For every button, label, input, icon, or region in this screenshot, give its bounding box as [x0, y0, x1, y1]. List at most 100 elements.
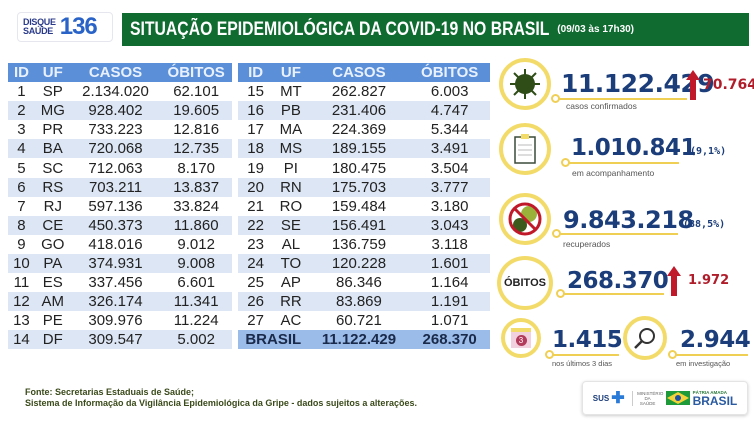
table-cell: 12.735: [160, 139, 232, 159]
source-note: Fonte: Secretarias Estaduais de Saúde; S…: [25, 387, 417, 409]
table-cell: RR: [273, 292, 309, 312]
table-cell: MG: [34, 101, 71, 121]
table-cell: PR: [42, 121, 64, 139]
page-title: SITUAÇÃO EPIDEMIOLÓGICA DA COVID-19 NO B…: [130, 18, 550, 40]
magnifier-icon: [623, 316, 667, 360]
table-cell: 18: [238, 139, 274, 159]
table-cell: 928.402: [70, 101, 161, 121]
table-cell: AM: [34, 292, 71, 312]
table-cell: 175.703: [308, 177, 410, 197]
table-cell: 224.369: [331, 121, 387, 139]
investigation-label: em investigação: [676, 359, 731, 368]
monitoring-label: em acompanhamento: [572, 168, 655, 178]
underline: [560, 233, 678, 235]
total-label: BRASIL: [238, 330, 309, 350]
up-arrow-icon: [686, 70, 700, 100]
deaths-value: 268.370: [567, 268, 669, 294]
table-cell: AC: [280, 312, 302, 330]
table-cell: 4.747: [409, 101, 490, 121]
table-cell: AL: [281, 235, 301, 253]
total-deaths: 268.370: [409, 330, 490, 350]
table-row: 11 ES 337.456 6.601: [8, 273, 232, 292]
states-table-left: ID UF CASOS ÓBITOS 1 SP 2.134.020 62.101 2 MG 928.…: [8, 63, 232, 350]
table-cell: RN: [273, 177, 309, 197]
patria-text: PÁTRIA AMADA: [692, 389, 727, 395]
table-cell: 597.136: [88, 197, 143, 215]
table-row: 4 BA 720.068 12.735: [8, 139, 232, 159]
table-cell: RO: [279, 197, 303, 215]
table-row: 24 TO 120.228 1.601: [238, 253, 490, 274]
column-header: UF: [34, 63, 71, 83]
cross-icon: ✚: [611, 390, 625, 407]
table-cell: 703.211: [70, 177, 161, 197]
table-cell: MS: [273, 139, 309, 159]
table-row: 20 RN 175.703 3.777: [238, 177, 490, 197]
table-row: 10 PA 374.931 9.008: [8, 253, 232, 274]
table-cell: 19.605: [160, 101, 232, 121]
column-header: CASOS: [308, 63, 410, 83]
clipboard-icon: [499, 123, 551, 175]
table-row: 8 CE 450.373 11.860: [8, 215, 232, 235]
column-header: ID: [238, 63, 274, 83]
table-cell: 21: [247, 197, 264, 215]
table-row: 18 MS 189.155 3.491: [238, 139, 490, 159]
table-row: 13 PE 309.976 11.224: [8, 311, 232, 330]
table-row: 21 RO 159.484 3.180: [238, 197, 490, 216]
source-line1: Fonte: Secretarias Estaduais de Saúde;: [25, 387, 195, 397]
table-cell: 2: [8, 101, 35, 121]
table-cell: PA: [34, 253, 71, 274]
investigation-value: 2.944: [680, 327, 751, 353]
table-header: ID UF CASOS ÓBITOS: [8, 63, 232, 83]
table-row: 17 MA 224.369 5.344: [238, 120, 490, 139]
brasil-text: BRASIL: [692, 393, 738, 408]
table-cell: GO: [41, 235, 65, 253]
total-row: BRASIL 11.122.429 268.370: [238, 330, 490, 350]
table-row: 16 PB 231.406 4.747: [238, 101, 490, 121]
table-cell: 720.068: [70, 139, 161, 159]
table-cell: 337.456: [88, 274, 143, 292]
table-cell: 9: [17, 235, 26, 253]
ministerio-logo: MINISTÉRIO DA SAÚDE: [632, 390, 663, 406]
last-days-label: nos últimos 3 dias: [552, 359, 613, 368]
table-cell: 11: [13, 274, 30, 292]
table-row: 19 PI 180.475 3.504: [238, 158, 490, 177]
last-days-value: 1.415: [552, 327, 623, 353]
table-cell: 19: [247, 159, 264, 177]
table-cell: 1.601: [409, 253, 490, 274]
table-cell: SP: [42, 83, 63, 101]
table-cell: 309.547: [70, 330, 161, 350]
table-cell: 3.491: [409, 139, 490, 159]
table-cell: 26: [238, 292, 274, 312]
table-cell: PB: [273, 101, 309, 121]
table-cell: DF: [34, 330, 71, 350]
no-virus-icon: [499, 193, 551, 245]
underline: [559, 98, 687, 100]
table-cell: PE: [42, 312, 63, 330]
table-row: 12 AM 326.174 11.341: [8, 292, 232, 312]
table-cell: 6.003: [430, 83, 469, 101]
table-cell: 6.601: [177, 274, 215, 292]
table-cell: 309.976: [88, 312, 143, 330]
table-cell: 8: [8, 215, 35, 235]
table-cell: 3.777: [409, 177, 490, 197]
underline: [569, 162, 679, 164]
table-cell: 11.224: [173, 312, 219, 330]
table-cell: CE: [34, 215, 71, 235]
table-cell: 1.164: [430, 274, 469, 292]
table-cell: 450.373: [70, 215, 161, 235]
table-cell: 62.101: [173, 83, 220, 101]
table-row: 7 RJ 597.136 33.824: [8, 197, 232, 216]
table-row: 14 DF 309.547 5.002: [8, 330, 232, 350]
table-cell: 3: [17, 121, 26, 139]
table-cell: 9.012: [177, 235, 215, 253]
table-row: 1 SP 2.134.020 62.101: [8, 82, 232, 101]
table-cell: 136.759: [331, 235, 387, 253]
table-cell: RJ: [43, 197, 62, 215]
table-cell: 231.406: [308, 101, 410, 121]
table-cell: 14: [8, 330, 35, 350]
table-cell: RS: [34, 177, 71, 197]
monitoring-pct: (9,1%): [690, 146, 727, 157]
deaths-delta: 1.972: [688, 273, 730, 288]
table-cell: 5.344: [430, 121, 469, 139]
source-line2: Sistema de Informação da Vigilância Epid…: [25, 398, 417, 408]
